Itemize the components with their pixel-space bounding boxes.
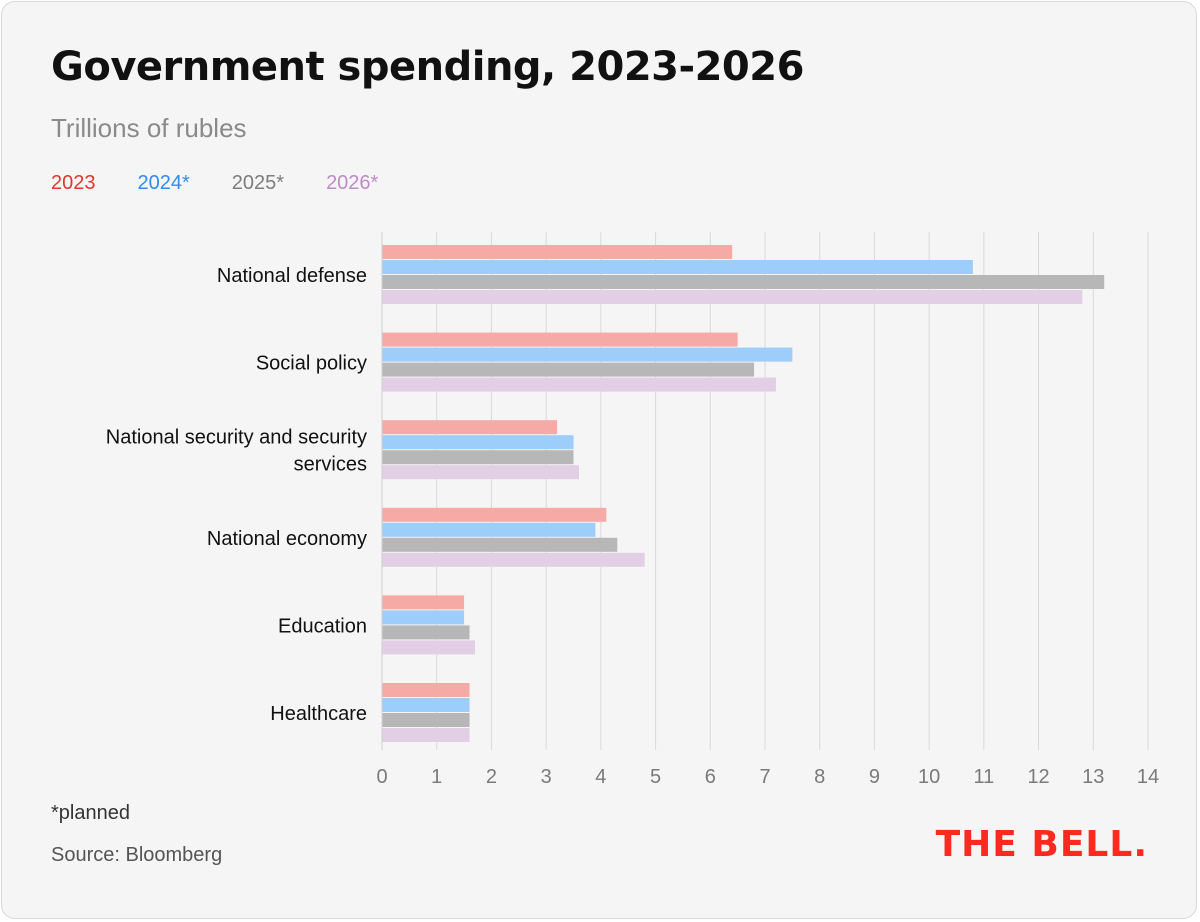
bar [382, 552, 645, 567]
bar [382, 260, 973, 274]
bar [382, 347, 793, 362]
x-tick-label: 14 [1137, 766, 1159, 788]
bar [382, 728, 470, 742]
legend-item-2023: 2023 [51, 172, 96, 194]
legend-item-2024: 2024* [137, 172, 190, 194]
x-tick-label: 9 [869, 766, 880, 788]
category-label: Education [278, 615, 367, 637]
bar [382, 698, 470, 712]
bar [382, 290, 1083, 304]
x-tick-label: 1 [431, 766, 442, 788]
x-tick-label: 2 [486, 766, 497, 788]
bar [382, 507, 607, 522]
bar [382, 377, 776, 392]
x-tick-label: 13 [1082, 766, 1104, 788]
x-tick-label: 8 [814, 766, 825, 788]
bar [382, 522, 596, 537]
legend-item-2026: 2026* [326, 172, 379, 194]
x-tick-label: 10 [918, 766, 940, 788]
bar [382, 245, 733, 259]
x-tick-label: 12 [1027, 766, 1049, 788]
bar [382, 537, 618, 552]
bar [382, 450, 574, 465]
x-tick-label: 3 [541, 766, 552, 788]
category-label: Social policy [256, 353, 367, 375]
bar [382, 275, 1105, 289]
x-tick-label: 6 [705, 766, 716, 788]
bar [382, 713, 470, 727]
x-tick-label: 5 [650, 766, 661, 788]
category-label: National economy [207, 528, 367, 550]
category-label: Healthcare [270, 703, 367, 725]
bar [382, 640, 476, 655]
x-tick-label: 11 [973, 766, 994, 788]
category-label: National defense [217, 265, 367, 287]
chart-title: Government spending, 2023-2026 [51, 44, 804, 90]
bar [382, 683, 470, 697]
category-label: National security and security [106, 427, 367, 449]
x-tick-label: 4 [595, 766, 606, 788]
brand-logo: THE BELL. [935, 824, 1148, 865]
bar [382, 610, 465, 625]
bar [382, 362, 755, 377]
bar [382, 420, 558, 435]
source-note: Source: Bloomberg [51, 844, 223, 866]
chart-subtitle: Trillions of rubles [51, 113, 247, 143]
legend: 2023 2024* 2025* 2026* [51, 172, 378, 195]
x-tick-label: 0 [376, 766, 387, 788]
bar [382, 465, 579, 480]
bar [382, 595, 465, 610]
footnote: *planned [51, 802, 130, 824]
legend-item-2025: 2025* [231, 172, 285, 194]
category-label: services [294, 454, 367, 476]
bar [382, 435, 574, 450]
bar [382, 625, 470, 640]
bar [382, 332, 738, 347]
x-tick-label: 7 [759, 766, 770, 788]
